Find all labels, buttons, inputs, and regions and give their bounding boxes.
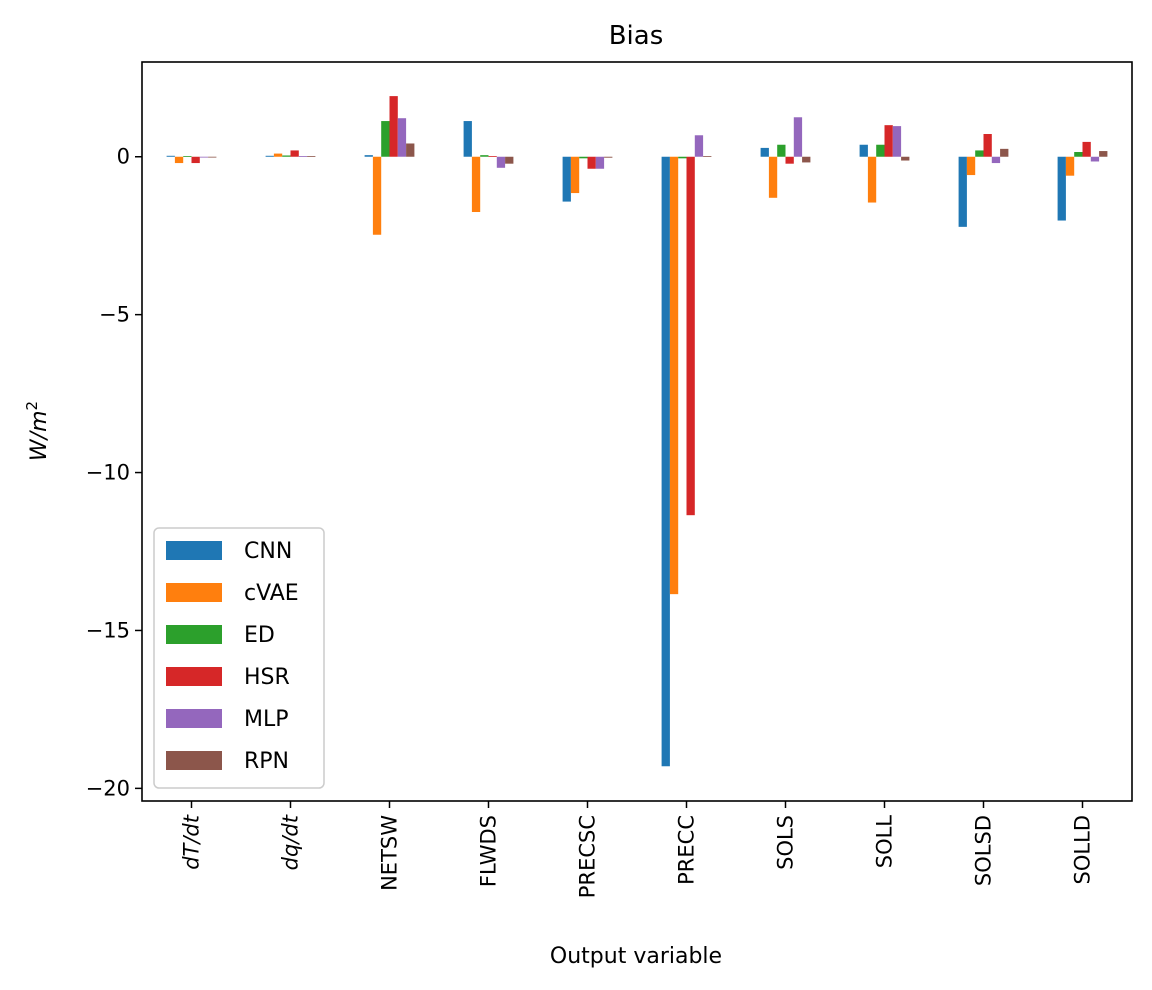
legend-swatch-rpn	[166, 751, 222, 770]
bar-rpn-netsw	[406, 143, 415, 157]
y-axis: 0 −5 −10 −15 −20	[86, 145, 142, 800]
bar-mlp-precsc	[595, 156, 605, 169]
bar-ed-dtdt	[183, 156, 192, 157]
legend-swatch-cvae	[166, 583, 222, 602]
y-tick-label: −20	[86, 776, 130, 800]
bar-cvae-precsc	[570, 156, 580, 194]
bar-cnn-flwds	[463, 121, 472, 157]
legend-box	[153, 527, 325, 789]
bar-cvae-solld	[1065, 156, 1075, 176]
y-tick-label: −10	[86, 461, 130, 485]
bar-ed-solsd	[975, 150, 984, 157]
bar-cvae-netsw	[372, 156, 382, 235]
bar-hsr-netsw	[389, 96, 398, 157]
bar-ed-flwds	[480, 155, 489, 157]
bar-mlp-precc	[694, 135, 704, 157]
bar-mlp-solsd	[991, 156, 1001, 164]
bar-hsr-sols	[785, 156, 794, 164]
bar-mlp-solld	[1090, 156, 1100, 162]
bar-ed-dqdt	[282, 155, 291, 157]
y-tick-label: −5	[99, 303, 130, 327]
y-tick-label: 0	[117, 145, 130, 169]
x-tick-label: SOLLD	[1071, 815, 1095, 884]
bar-mlp-dtdt	[199, 156, 209, 158]
bar-hsr-precc	[686, 156, 695, 516]
legend-label-hsr: HSR	[244, 665, 290, 690]
y-axis-title: W/m2	[23, 401, 52, 461]
x-tick-label: dq/dt	[279, 814, 303, 870]
x-tick-label: FLWDS	[477, 815, 501, 887]
axes-frame	[141, 61, 1133, 802]
bar-cnn-solsd	[958, 156, 967, 227]
bar-ed-sols	[777, 144, 786, 157]
bar-cnn-dqdt	[265, 155, 274, 157]
bar-ed-precsc	[579, 156, 588, 159]
bar-ed-solld	[1074, 152, 1083, 157]
bar-cnn-soll	[859, 144, 868, 157]
bar-rpn-solld	[1099, 151, 1108, 157]
x-tick-label: NETSW	[378, 815, 402, 891]
bar-cnn-netsw	[364, 155, 373, 157]
bar-hsr-dtdt	[191, 156, 200, 164]
x-tick-label: PRECSC	[576, 815, 600, 898]
y-axis-title-text: W/m	[27, 410, 52, 461]
bar-hsr-soll	[884, 125, 893, 157]
bar-rpn-solsd	[1000, 148, 1009, 157]
x-axis: dT/dt dq/dt NETSW FLWDS PRECSC PRECC SOLS SOLL S…	[180, 801, 1095, 898]
bar-cnn-solld	[1057, 156, 1066, 221]
legend-swatch-mlp	[166, 709, 222, 728]
x-tick-label: SOLS	[774, 815, 798, 870]
bar-ed-soll	[876, 144, 885, 157]
chart-title: Bias	[609, 21, 664, 51]
bar-cvae-sols	[768, 156, 778, 198]
bar-rpn-dtdt	[208, 156, 217, 158]
legend: CNN cVAE ED HSR MLP RPN	[153, 527, 325, 789]
bar-mlp-soll	[892, 126, 902, 157]
bar-ed-precc	[678, 156, 687, 159]
bar-mlp-dqdt	[298, 156, 308, 157]
legend-label-ed: ED	[244, 623, 275, 648]
bar-mlp-sols	[793, 117, 803, 157]
bar-cnn-dtdt	[166, 155, 175, 157]
bar-cvae-soll	[867, 156, 877, 203]
legend-swatch-ed	[166, 625, 222, 644]
bar-cvae-precc	[669, 156, 679, 595]
bar-rpn-flwds	[505, 156, 514, 164]
bar-hsr-solsd	[983, 134, 992, 157]
bar-cvae-solsd	[966, 156, 976, 176]
bar-hsr-flwds	[488, 156, 497, 157]
bar-ed-netsw	[381, 121, 390, 157]
bar-hsr-precsc	[587, 156, 596, 169]
x-tick-label: SOLSD	[972, 815, 996, 886]
bars-group	[166, 96, 1108, 767]
bar-mlp-netsw	[397, 118, 407, 157]
bar-rpn-dqdt	[307, 156, 316, 157]
legend-label-rpn: RPN	[244, 749, 289, 774]
legend-label-mlp: MLP	[244, 707, 289, 732]
bar-cvae-dtdt	[174, 156, 184, 164]
x-tick-label: dT/dt	[180, 814, 204, 870]
bar-cnn-precc	[661, 156, 670, 767]
bar-rpn-sols	[802, 156, 811, 163]
bar-rpn-precc	[703, 156, 712, 157]
x-tick-label: PRECC	[675, 815, 699, 885]
bar-hsr-dqdt	[290, 150, 299, 157]
x-tick-label: SOLL	[873, 815, 897, 869]
bar-rpn-precsc	[604, 156, 613, 158]
bar-cvae-flwds	[471, 156, 481, 213]
legend-label-cvae: cVAE	[244, 581, 299, 606]
y-tick-label: −15	[86, 618, 130, 642]
bar-rpn-soll	[901, 156, 910, 161]
legend-swatch-hsr	[166, 667, 222, 686]
bar-cnn-sols	[760, 147, 769, 157]
legend-label-cnn: CNN	[244, 539, 292, 564]
bar-hsr-solld	[1082, 141, 1091, 157]
bar-cnn-precsc	[562, 156, 571, 202]
bar-cvae-dqdt	[273, 153, 283, 157]
legend-swatch-cnn	[166, 541, 222, 560]
bar-mlp-flwds	[496, 156, 506, 168]
y-axis-title-superscript: 2	[23, 401, 41, 411]
x-axis-title: Output variable	[550, 944, 722, 969]
